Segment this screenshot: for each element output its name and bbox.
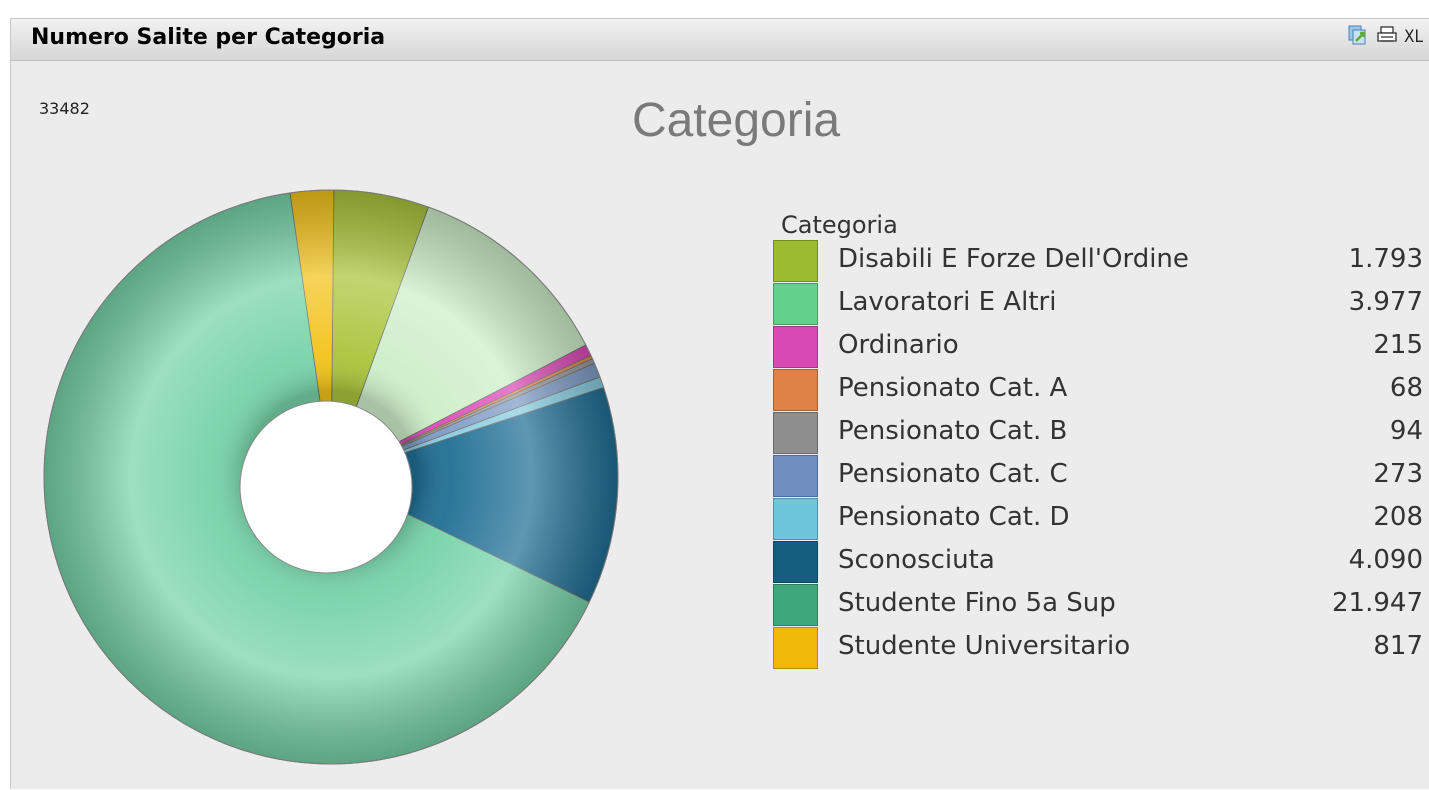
caption-toolbar: XL (1346, 23, 1423, 51)
legend-value: 215 (1373, 330, 1423, 360)
legend-label: Disabili E Forze Dell'Ordine (838, 244, 1189, 274)
total-count: 33482 (39, 99, 90, 118)
legend-swatch (773, 412, 818, 454)
legend-swatch (773, 283, 818, 325)
legend-item[interactable]: Pensionato Cat. C 273 (773, 455, 1423, 498)
legend-title: Categoria (781, 211, 898, 239)
chart-title: Categoria (631, 94, 841, 147)
legend-value: 208 (1373, 502, 1423, 532)
legend-item[interactable]: Disabili E Forze Dell'Ordine 1.793 (773, 240, 1423, 283)
legend-label: Ordinario (838, 330, 959, 360)
legend-item[interactable]: Studente Fino 5a Sup 21.947 (773, 584, 1423, 627)
legend-swatch (773, 584, 818, 626)
print-icon[interactable] (1376, 24, 1398, 50)
legend-label: Sconosciuta (838, 545, 995, 575)
chart-panel: Numero Salite per Categoria XL 33482 (10, 18, 1429, 789)
legend-swatch (773, 369, 818, 411)
legend-item[interactable]: Sconosciuta 4.090 (773, 541, 1423, 584)
legend-label: Studente Fino 5a Sup (838, 588, 1116, 618)
legend-label: Pensionato Cat. B (838, 416, 1068, 446)
restore-icon[interactable] (1346, 23, 1370, 51)
legend-swatch (773, 240, 818, 282)
legend-item[interactable]: Studente Universitario 817 (773, 627, 1423, 670)
donut-outline (43, 189, 619, 765)
legend-item[interactable]: Ordinario 215 (773, 326, 1423, 369)
legend-value: 3.977 (1348, 287, 1423, 317)
excel-export-icon[interactable]: XL (1404, 27, 1423, 47)
legend-item[interactable]: Pensionato Cat. A 68 (773, 369, 1423, 412)
legend-value: 1.793 (1348, 244, 1423, 274)
legend-value: 21.947 (1332, 588, 1423, 618)
legend-label: Pensionato Cat. C (838, 459, 1068, 489)
legend-swatch (773, 627, 818, 669)
legend-item[interactable]: Pensionato Cat. D 208 (773, 498, 1423, 541)
legend-value: 273 (1373, 459, 1423, 489)
legend-item[interactable]: Pensionato Cat. B 94 (773, 412, 1423, 455)
donut-hole (239, 400, 413, 574)
legend-label: Pensionato Cat. D (838, 502, 1070, 532)
panel-title: Numero Salite per Categoria (31, 25, 386, 50)
legend-value: 94 (1389, 416, 1423, 446)
caption-bar: Numero Salite per Categoria XL (11, 19, 1429, 61)
legend: Disabili E Forze Dell'Ordine 1.793 Lavorat… (773, 240, 1423, 670)
legend-swatch (773, 498, 818, 540)
donut-chart (43, 189, 619, 765)
legend-label: Lavoratori E Altri (838, 287, 1057, 317)
legend-swatch (773, 541, 818, 583)
legend-label: Pensionato Cat. A (838, 373, 1068, 403)
legend-swatch (773, 455, 818, 497)
legend-value: 68 (1389, 373, 1423, 403)
legend-swatch (773, 326, 818, 368)
legend-label: Studente Universitario (838, 631, 1131, 661)
legend-item[interactable]: Lavoratori E Altri 3.977 (773, 283, 1423, 326)
legend-value: 817 (1373, 631, 1423, 661)
legend-value: 4.090 (1348, 545, 1423, 575)
